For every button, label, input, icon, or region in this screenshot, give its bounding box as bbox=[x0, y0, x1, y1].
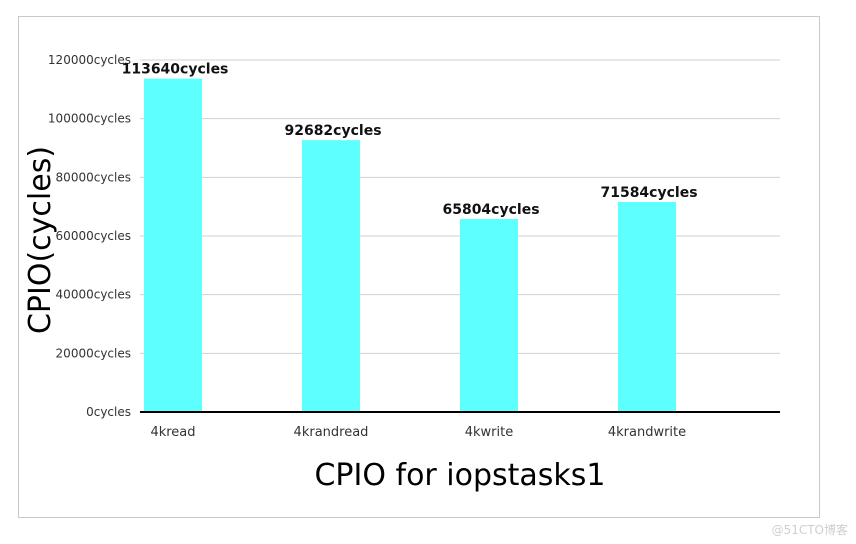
y-tick-label: 40000cycles bbox=[56, 288, 131, 302]
data-label: 113640cycles bbox=[122, 62, 229, 78]
y-tick-label: 0cycles bbox=[86, 405, 131, 419]
y-tick-label: 60000cycles bbox=[56, 229, 131, 243]
y-tick-label: 120000cycles bbox=[48, 53, 131, 67]
x-tick-label: 4kread bbox=[150, 425, 195, 440]
y-tick-label: 20000cycles bbox=[56, 346, 131, 360]
data-labels: 113640cycles 92682cycles 65804cycles 71584c… bbox=[122, 62, 698, 218]
y-tick-label: 100000cycles bbox=[48, 112, 131, 126]
x-axis-title: CPIO for iopstasks1 bbox=[314, 458, 605, 493]
data-label: 71584cycles bbox=[600, 185, 697, 201]
x-tick-label: 4krandwrite bbox=[608, 425, 686, 440]
y-tick-label: 80000cycles bbox=[56, 170, 131, 184]
y-tick-labels: 0cycles 20000cycles 40000cycles 60000cycles… bbox=[48, 53, 131, 419]
x-tick-label: 4krandread bbox=[294, 425, 369, 440]
x-tick-labels: 4kread 4krandread 4kwrite 4krandwrite bbox=[150, 425, 686, 440]
watermark: @51CTO博客 bbox=[771, 523, 848, 537]
y-axis-title: CPIO(cycles) bbox=[23, 146, 58, 334]
x-tick-label: 4kwrite bbox=[465, 425, 513, 440]
data-label: 65804cycles bbox=[442, 202, 539, 218]
data-label: 92682cycles bbox=[284, 123, 381, 139]
bar-4kwrite bbox=[460, 218, 518, 412]
bar-4kread bbox=[144, 78, 202, 412]
bars-group bbox=[144, 78, 676, 412]
bar-4krandwrite bbox=[618, 202, 676, 412]
bar-4krandread bbox=[302, 140, 360, 412]
